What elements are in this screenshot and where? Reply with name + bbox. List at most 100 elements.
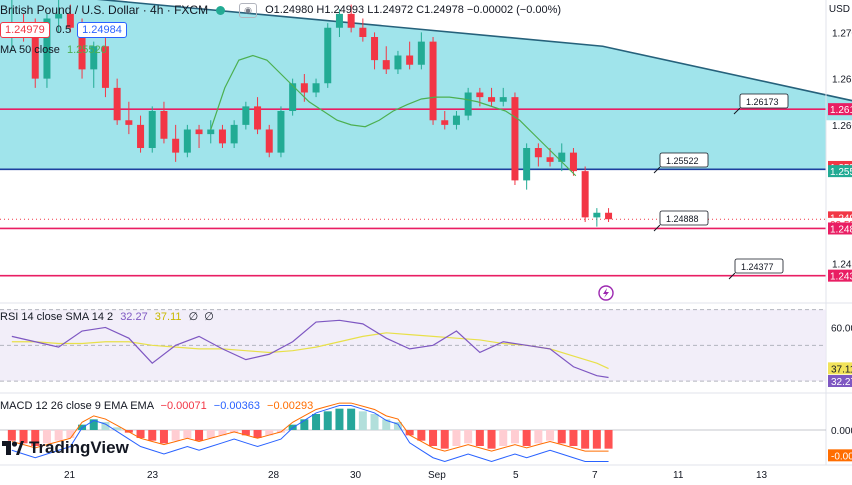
macd-hist-bar: [148, 430, 157, 441]
price-tag-bg-2: [828, 165, 852, 178]
x-tick-1: 23: [147, 470, 159, 481]
macd-hist-bar: [347, 408, 356, 430]
ma-legend[interactable]: MA 50 close 1.25520: [0, 44, 107, 56]
candle-body: [312, 83, 320, 93]
macd-hist-bar: [534, 430, 543, 444]
macd-hist-bar: [312, 414, 321, 430]
symbol-title[interactable]: British Pound / U.S. Dollar · 4h · FXCM: [0, 3, 209, 17]
callout-pointer-2: [653, 224, 661, 232]
candle-body: [429, 41, 437, 121]
macd-hist-bar: [241, 430, 250, 436]
descending-trendline: [96, 0, 852, 102]
rsi-tick-60: 60.00: [831, 323, 852, 334]
callout-label-1: 1.25522: [666, 156, 699, 166]
tradingview-logo[interactable]: TradingView: [2, 438, 129, 458]
macd-tag: -0.0036: [831, 451, 852, 462]
macd-hist-bar: [464, 430, 473, 444]
candle-body: [569, 152, 577, 172]
eye-icon[interactable]: ◉: [239, 2, 258, 18]
candle-body: [66, 13, 74, 28]
chart-header: British Pound / U.S. Dollar · 4h · FXCM …: [0, 2, 561, 18]
callout-box-0: [739, 93, 789, 109]
spread-value: 0.5: [55, 24, 72, 36]
macd-hist-bar: [265, 430, 274, 436]
macd-hist-bar: [417, 430, 426, 441]
x-tick-3: 30: [350, 470, 362, 481]
tradingview-logo-icon: [2, 441, 24, 455]
candle-body: [113, 87, 121, 121]
x-tick-5: 5: [513, 470, 519, 481]
candle-body: [523, 148, 531, 181]
sell-button[interactable]: 1.24979: [0, 22, 50, 38]
candle-body: [90, 46, 98, 70]
macd-signal-value: −0.00293: [267, 400, 314, 412]
macd-hist-bar: [31, 430, 40, 446]
x-tick-6: 7: [592, 470, 598, 481]
price-tick-3: 1.2450: [832, 260, 852, 271]
buy-button[interactable]: 1.24984: [77, 22, 127, 38]
lightning-icon: [598, 285, 614, 301]
macd-hist-bar: [393, 422, 402, 430]
logo-text: TradingView: [29, 438, 129, 457]
macd-legend[interactable]: MACD 12 26 close 9 EMA EMA −0.00071 −0.0…: [0, 400, 313, 412]
candle-body: [43, 18, 51, 79]
callout-label-3: 1.24377: [741, 262, 774, 272]
macd-hist-bar: [101, 422, 110, 430]
callout-pointer-3: [728, 272, 736, 280]
rsi-tag: 32.27: [831, 377, 852, 388]
macd-hist-bar: [358, 411, 367, 430]
macd-hist-bar: [66, 430, 75, 438]
macd-line: [11, 404, 609, 462]
price-tag-5: 1.2488: [830, 224, 852, 235]
macd-hist-bar: [206, 430, 215, 438]
candle-body: [593, 212, 601, 218]
macd-hist-bar: [592, 430, 601, 449]
candle-body: [558, 152, 566, 162]
candle-body: [359, 27, 367, 37]
candle-body: [605, 212, 613, 220]
currency-label: USD: [828, 4, 850, 15]
price-tag-2: 1.2552: [830, 167, 852, 178]
macd-hist-bar: [300, 419, 309, 430]
candle-body: [406, 55, 414, 65]
x-tick-7: 11: [673, 470, 684, 481]
macd-hist-bar: [218, 430, 227, 436]
ohlc-values: O1.24980 H1.24993 L1.24972 C1.24978 −0.0…: [265, 4, 562, 16]
rsi-sma-value: 37.11: [154, 311, 182, 323]
candle-body: [417, 41, 425, 65]
rsi-legend[interactable]: RSI 14 close SMA 14 2 32.27 37.11 ∅ ∅: [0, 310, 214, 323]
macd-hist-bar: [510, 430, 519, 444]
callout-pointer-1: [653, 166, 661, 174]
macd-hist-bar: [195, 430, 204, 441]
candle-body: [55, 13, 63, 19]
rsi-bb-upper: ∅: [188, 311, 199, 323]
ma50-line: [210, 54, 577, 177]
candle-body: [125, 120, 133, 125]
callout-box-1: [659, 152, 709, 168]
price-tag-6: 1.2437: [830, 272, 852, 283]
price-tick-0: 1.2700: [832, 28, 852, 39]
macd-hist-bar: [7, 430, 16, 441]
macd-hist-bar: [440, 430, 449, 449]
candle-body: [137, 124, 145, 148]
candle-body: [242, 106, 250, 125]
candle-body: [476, 92, 484, 98]
candle-body: [499, 97, 507, 102]
x-tick-4: Sep: [428, 470, 446, 481]
candle-body: [148, 111, 156, 148]
rsi-legend-label: RSI 14 close SMA 14 2: [0, 311, 114, 323]
callout-pointer-0: [733, 107, 741, 115]
macd-hist-bar: [522, 430, 531, 446]
macd-signal-line: [11, 402, 609, 452]
macd-tag-bg: [828, 449, 852, 462]
callout-box-2: [659, 210, 709, 226]
candle-body: [277, 111, 285, 153]
candle-body: [289, 83, 297, 111]
rsi-value: 32.27: [120, 311, 148, 323]
rsi-bb-lower: ∅: [204, 311, 214, 323]
macd-hist-bar: [183, 430, 192, 438]
macd-hist-bar: [89, 419, 98, 430]
macd-line-value: −0.00363: [213, 400, 260, 412]
candle-body: [172, 138, 180, 153]
